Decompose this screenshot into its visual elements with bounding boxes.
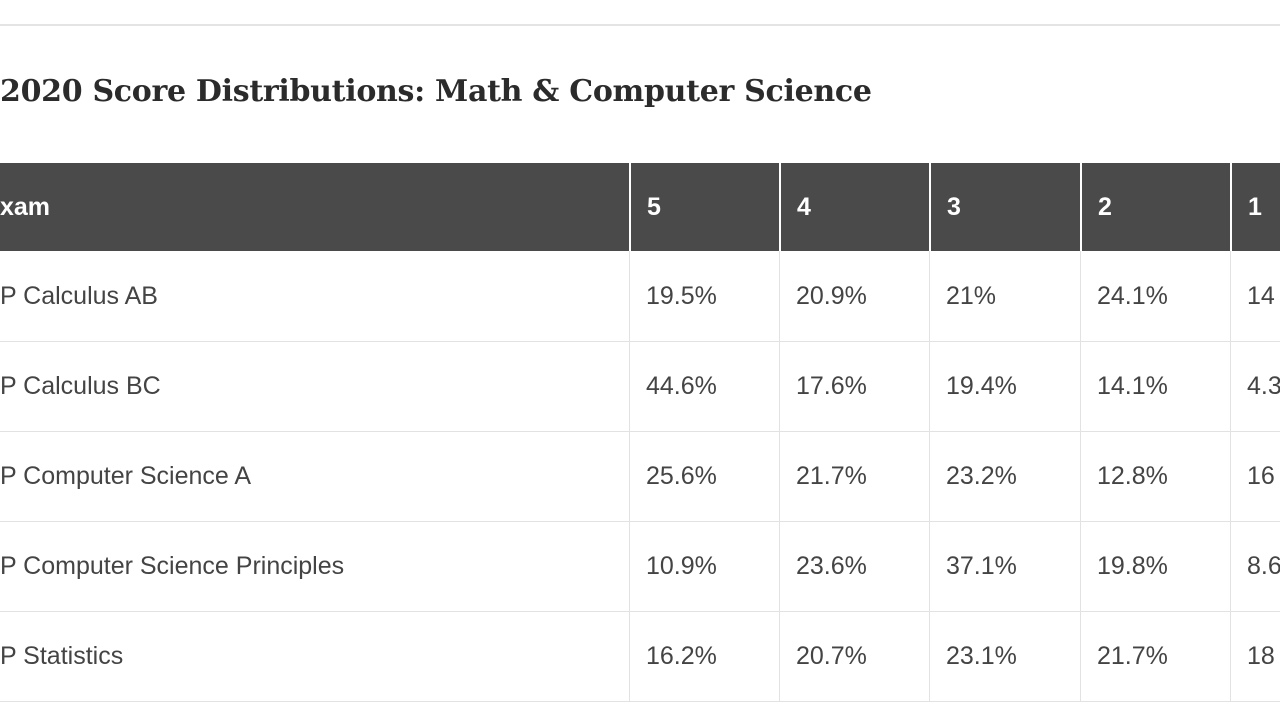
- score-cell: 25.6%: [629, 431, 779, 522]
- score-cell: 19.5%: [629, 251, 779, 342]
- score-cell: 20.9%: [779, 251, 929, 342]
- score-cell: 8.6: [1230, 521, 1280, 612]
- exam-name: P Calculus AB: [0, 251, 629, 342]
- exam-name: P Statistics: [0, 611, 629, 702]
- header-cell: 3: [929, 163, 1080, 251]
- score-cell: 44.6%: [629, 341, 779, 432]
- score-cell: 23.2%: [929, 431, 1080, 522]
- score-cell: 16: [1230, 431, 1280, 522]
- exam-name: P Calculus BC: [0, 341, 629, 432]
- score-cell: 23.6%: [779, 521, 929, 612]
- score-cell: 14.1%: [1080, 341, 1230, 432]
- score-cell: 19.4%: [929, 341, 1080, 432]
- score-cell: 17.6%: [779, 341, 929, 432]
- score-cell: 12.8%: [1080, 431, 1230, 522]
- score-cell: 21%: [929, 251, 1080, 342]
- header-cell: 4: [779, 163, 929, 251]
- header-cell: 1: [1230, 163, 1280, 251]
- score-cell: 20.7%: [779, 611, 929, 702]
- divider: [0, 24, 1280, 26]
- score-cell: 37.1%: [929, 521, 1080, 612]
- score-cell: 21.7%: [779, 431, 929, 522]
- score-cell: 24.1%: [1080, 251, 1230, 342]
- exam-name: P Computer Science A: [0, 431, 629, 522]
- score-cell: 14: [1230, 251, 1280, 342]
- header-cell: 5: [629, 163, 779, 251]
- table-title: 2020 Score Distributions: Math & Compute…: [0, 74, 872, 109]
- header-cell: 2: [1080, 163, 1230, 251]
- exam-name: P Computer Science Principles: [0, 521, 629, 612]
- header-cell: xam: [0, 163, 629, 251]
- score-cell: 10.9%: [629, 521, 779, 612]
- score-cell: 18: [1230, 611, 1280, 702]
- score-cell: 21.7%: [1080, 611, 1230, 702]
- score-cell: 4.3: [1230, 341, 1280, 432]
- score-cell: 16.2%: [629, 611, 779, 702]
- score-cell: 23.1%: [929, 611, 1080, 702]
- score-cell: 19.8%: [1080, 521, 1230, 612]
